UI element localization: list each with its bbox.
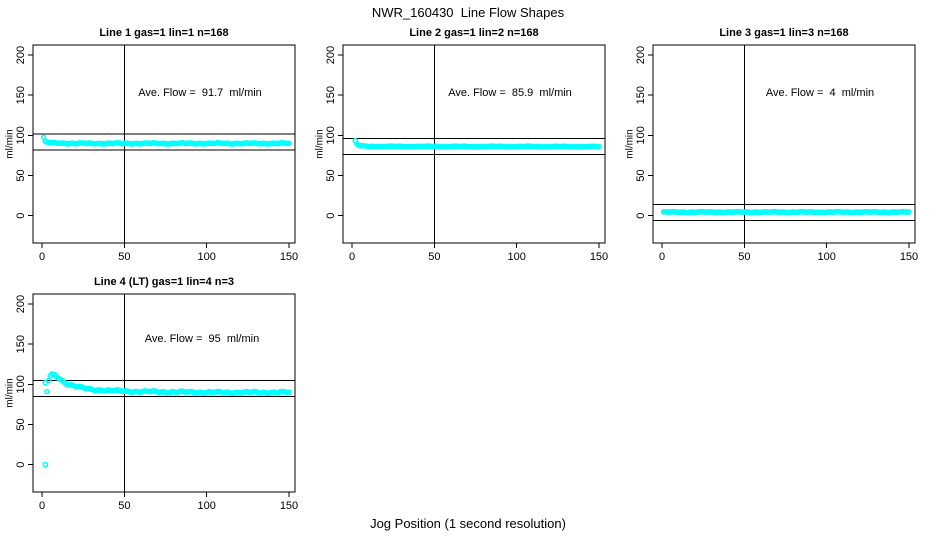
data-points	[660, 208, 912, 216]
panel1-title: Line 1 gas=1 lin=1 n=168	[99, 27, 229, 39]
plot-box	[342, 44, 606, 244]
y-tick-label: 0	[635, 213, 647, 219]
x-tick-label: 50	[118, 500, 130, 512]
data-points	[40, 134, 292, 147]
y-tick-label: 200	[15, 295, 27, 313]
y-tick-label: 150	[635, 86, 647, 104]
panel2-y-axis-label: ml/min	[314, 129, 326, 159]
y-tick-label: 150	[15, 335, 27, 353]
data-point	[906, 209, 912, 215]
plot-box	[652, 44, 916, 244]
y-tick-label: 150	[15, 86, 27, 104]
x-tick-label: 100	[197, 500, 215, 512]
y-tick-label: 200	[635, 46, 647, 64]
y-tick-label: 50	[635, 169, 647, 181]
x-tick-label: 100	[817, 251, 835, 263]
panel4-y-axis-label: ml/min	[4, 378, 16, 408]
y-tick-label: 200	[15, 46, 27, 64]
panel3-ave-flow-annotation: Ave. Flow = 4 ml/min	[765, 87, 875, 99]
y-tick-label: 200	[325, 46, 337, 64]
panel-2-plot: 0 50 100 150 200 0 50 100 150	[325, 44, 608, 263]
panel2-title: Line 2 gas=1 lin=2 n=168	[409, 27, 539, 39]
plot-box	[32, 293, 296, 493]
y-tick-label: 50	[325, 169, 337, 181]
data-points	[42, 371, 292, 468]
x-tick-label: 50	[738, 251, 750, 263]
panel-4-plot: 0 50 100 150 200 0 50 100 150	[15, 293, 298, 512]
y-tick-label: 100	[635, 126, 647, 144]
figure-title: NWR_160430 Line Flow Shapes	[371, 5, 565, 20]
data-points	[352, 137, 602, 150]
panel1-y-axis-label: ml/min	[4, 129, 16, 159]
lone-data-point	[44, 388, 50, 395]
x-tick-label: 100	[507, 251, 525, 263]
figure-x-axis-label: Jog Position (1 second resolution)	[370, 516, 566, 531]
y-tick-label: 150	[325, 86, 337, 104]
x-tick-label: 0	[659, 251, 665, 263]
y-tick-label: 100	[15, 375, 27, 393]
panel4-ave-flow-annotation: Ave. Flow = 95 ml/min	[144, 333, 260, 345]
y-tick-label: 0	[15, 462, 27, 468]
panel3-y-axis-label: ml/min	[624, 129, 636, 159]
x-tick-label: 150	[590, 251, 608, 263]
data-point	[286, 389, 292, 396]
x-tick-label: 0	[349, 251, 355, 263]
panel1-ave-flow-annotation: Ave. Flow = 91.7 ml/min	[138, 87, 262, 99]
panel2-ave-flow-annotation: Ave. Flow = 85.9 ml/min	[448, 87, 572, 99]
x-tick-label: 0	[39, 251, 45, 263]
x-tick-label: 150	[280, 500, 298, 512]
panel3-title: Line 3 gas=1 lin=3 n=168	[719, 27, 849, 39]
plot-box	[32, 44, 296, 244]
lone-data-point	[42, 379, 49, 386]
panel-1-plot: 0 50 100 150 200 0 50 100 150	[15, 44, 298, 263]
y-tick-label: 100	[15, 126, 27, 144]
x-tick-label: 0	[39, 500, 45, 512]
lone-data-point	[42, 461, 49, 468]
data-point	[286, 140, 292, 147]
data-point	[596, 143, 602, 150]
panel-3-plot: 0 50 100 150 200 0 50 100 150	[635, 44, 918, 263]
y-tick-label: 0	[325, 213, 337, 219]
x-tick-label: 150	[900, 251, 918, 263]
x-tick-label: 50	[118, 251, 130, 263]
y-tick-label: 50	[15, 418, 27, 430]
y-tick-label: 0	[15, 213, 27, 219]
x-tick-label: 150	[280, 251, 298, 263]
x-tick-label: 100	[197, 251, 215, 263]
y-tick-label: 100	[325, 126, 337, 144]
x-tick-label: 50	[428, 251, 440, 263]
panel4-title: Line 4 (LT) gas=1 lin=4 n=3	[93, 276, 235, 288]
y-tick-label: 50	[15, 169, 27, 181]
